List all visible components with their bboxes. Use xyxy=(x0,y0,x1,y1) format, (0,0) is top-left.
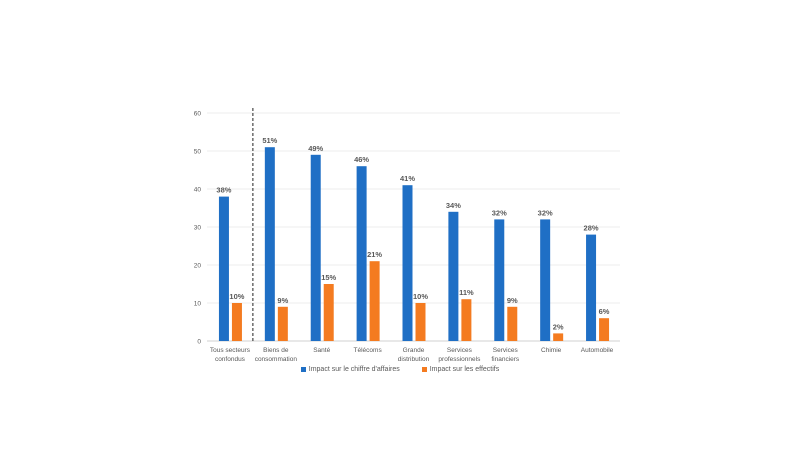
data-label: 2% xyxy=(553,322,564,331)
bar-revenue xyxy=(264,147,275,341)
data-label: 46% xyxy=(354,155,369,164)
data-label: 49% xyxy=(308,144,323,153)
bar-staff xyxy=(599,318,610,341)
legend-swatch-staff xyxy=(421,367,427,372)
y-tick-label: 10 xyxy=(194,301,202,308)
data-label: 41% xyxy=(400,174,415,183)
data-label: 15% xyxy=(321,273,336,282)
data-label: 51% xyxy=(262,136,277,145)
bar-revenue xyxy=(586,234,597,341)
x-tick-label: professionnels xyxy=(438,356,481,363)
bar-staff xyxy=(323,284,334,341)
data-label: 6% xyxy=(599,307,610,316)
data-label: 10% xyxy=(413,292,428,301)
bar-revenue xyxy=(218,196,229,341)
bar-revenue xyxy=(356,166,367,341)
legend-swatch-revenue xyxy=(300,367,306,372)
bar-staff xyxy=(277,306,288,341)
bar-revenue xyxy=(448,211,459,341)
legend-label-staff: Impact sur les effectifs xyxy=(429,366,500,373)
legend-item-staff: Impact sur les effectifs xyxy=(421,366,500,373)
bar-staff xyxy=(553,333,564,341)
x-tick-label: Santé xyxy=(313,347,330,354)
data-label: 34% xyxy=(446,201,461,210)
y-tick-label: 20 xyxy=(194,263,202,270)
x-tick-label: Télécoms xyxy=(354,347,383,354)
legend-label-revenue: Impact sur le chiffre d'affaires xyxy=(308,366,400,373)
x-tick-label: consommation xyxy=(255,356,298,363)
data-label: 9% xyxy=(277,296,288,305)
y-tick-label: 50 xyxy=(194,149,202,156)
data-label: 9% xyxy=(507,296,518,305)
x-tick-label: Services xyxy=(447,347,473,354)
y-tick-label: 40 xyxy=(194,187,202,194)
bar-revenue xyxy=(310,154,321,341)
x-tick-label: financiers xyxy=(491,356,520,363)
y-tick-label: 30 xyxy=(194,225,202,232)
data-label: 10% xyxy=(229,292,244,301)
bar-revenue xyxy=(540,219,551,341)
bar-revenue xyxy=(402,185,413,341)
bar-staff xyxy=(369,261,380,341)
x-tick-label: Grande xyxy=(403,347,425,354)
x-tick-label: Chimie xyxy=(541,347,562,354)
data-label: 28% xyxy=(584,224,599,233)
data-label: 32% xyxy=(538,208,553,217)
y-tick-label: 0 xyxy=(197,339,201,346)
data-label: 32% xyxy=(492,208,507,217)
legend-item-revenue: Impact sur le chiffre d'affaires xyxy=(300,366,400,373)
legend: Impact sur le chiffre d'affaires Impact … xyxy=(0,366,800,373)
y-tick-label: 60 xyxy=(194,111,202,118)
x-tick-label: Services xyxy=(493,347,519,354)
bar-staff xyxy=(507,306,518,341)
data-label: 21% xyxy=(367,250,382,259)
x-tick-label: distribution xyxy=(398,356,430,363)
x-tick-label: Tous secteurs xyxy=(210,347,251,354)
x-tick-label: Biens de xyxy=(263,347,289,354)
bar-staff xyxy=(231,303,242,341)
data-label: 11% xyxy=(459,288,474,297)
bar-staff xyxy=(415,303,426,341)
bar-revenue xyxy=(494,219,505,341)
x-tick-label: confondus xyxy=(215,356,246,363)
bar-staff xyxy=(461,299,472,341)
data-label: 38% xyxy=(216,186,231,195)
x-tick-label: Automobile xyxy=(581,347,614,354)
